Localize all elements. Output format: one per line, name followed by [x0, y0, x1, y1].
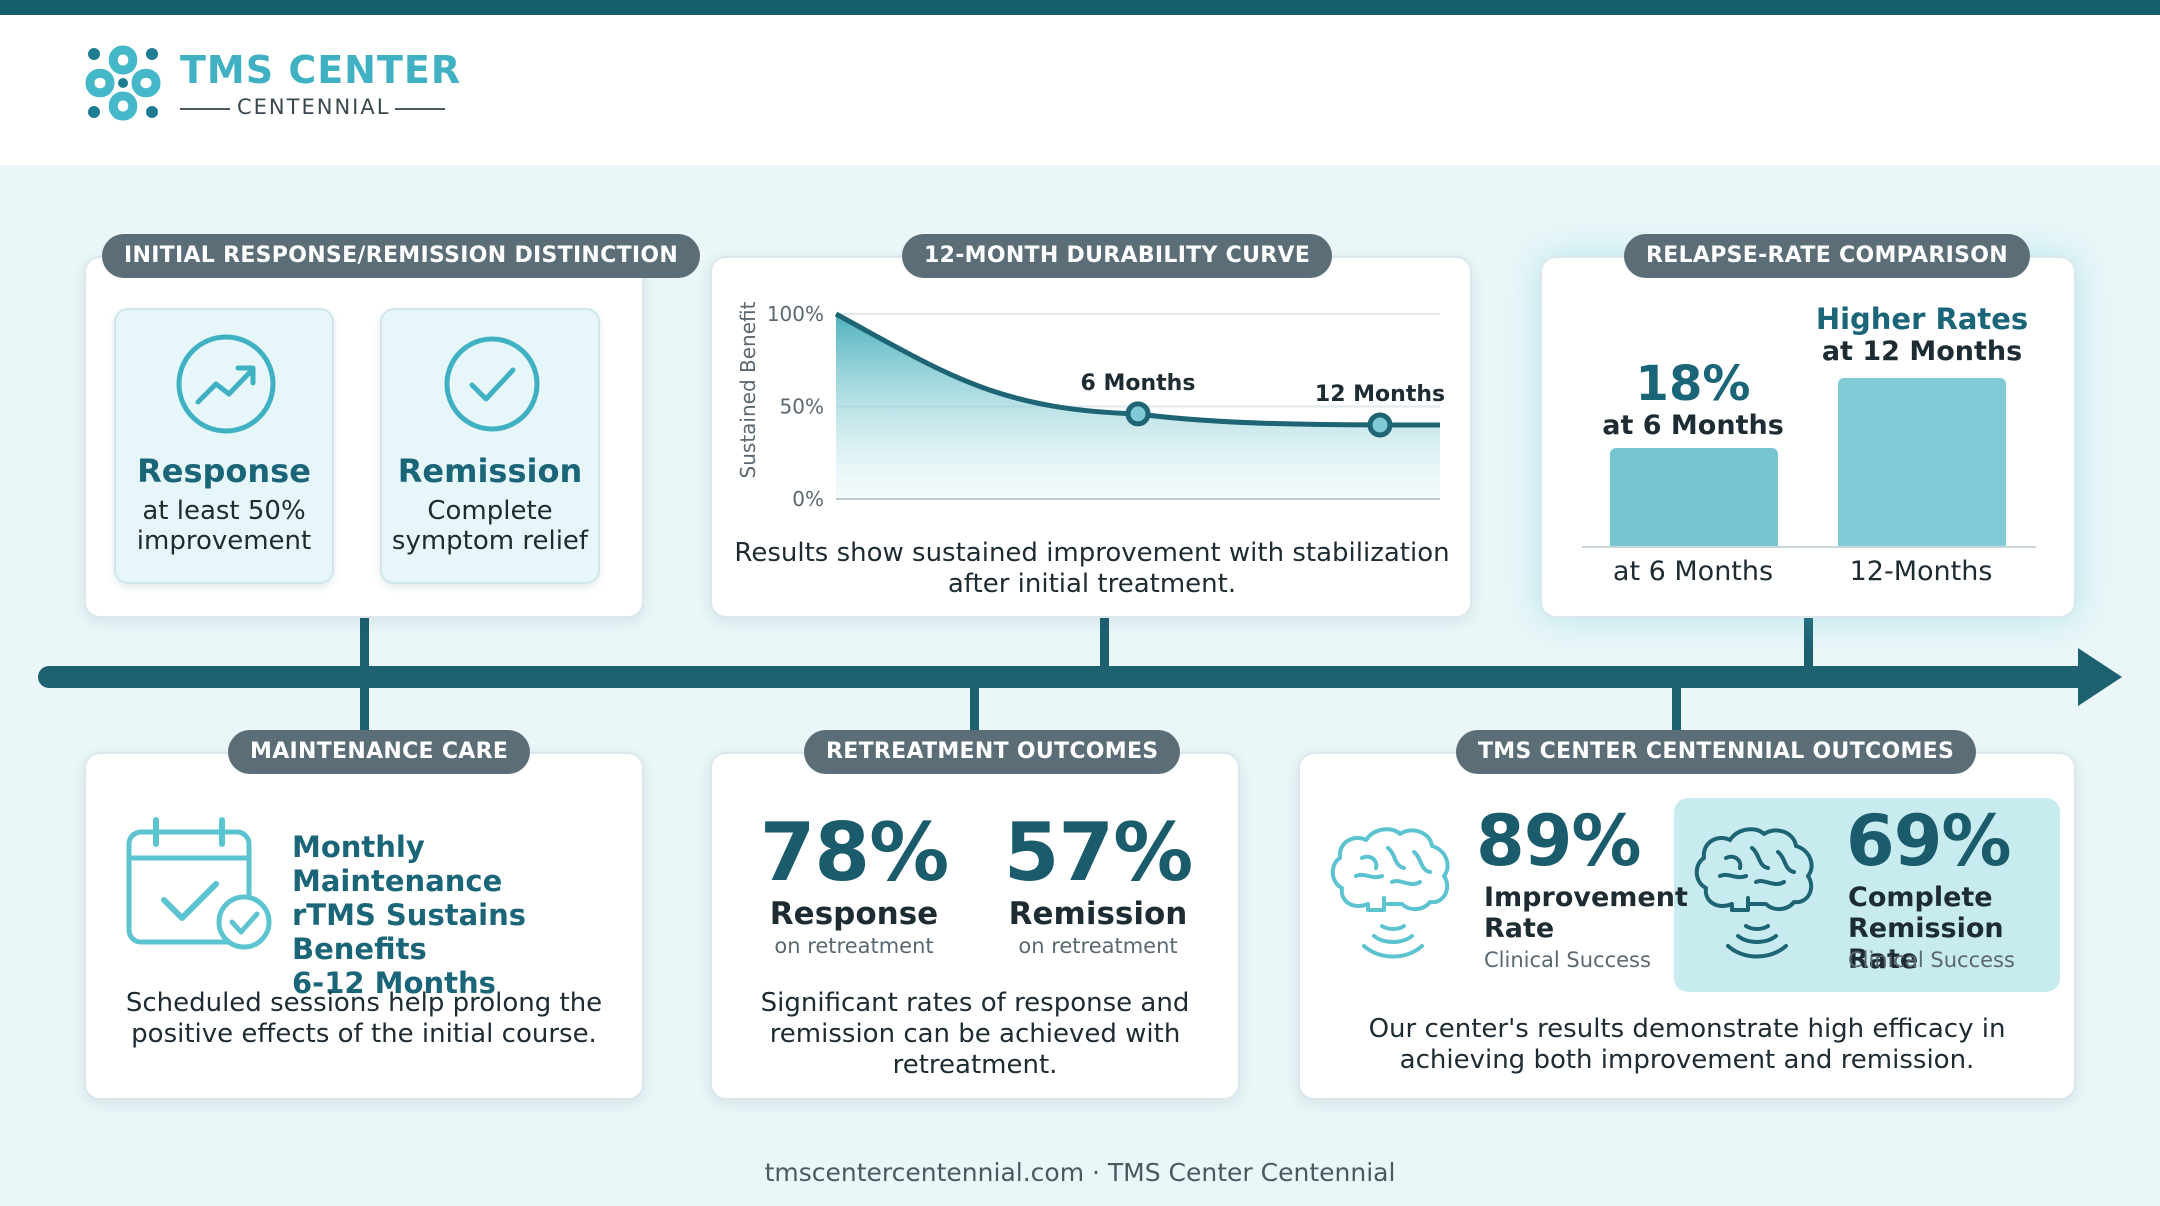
- outcomes-caption: Our center's results demonstrate high ef…: [1300, 1014, 2074, 1076]
- improvement-sub: Clinical Success: [1484, 948, 1651, 972]
- retreatment-caption-line3: retreatment.: [712, 1050, 1238, 1081]
- durability-caption-line1: Results show sustained improvement with …: [712, 538, 1472, 569]
- durability-caption-line2: after initial treatment.: [712, 569, 1472, 600]
- maintenance-line1: Monthly Maintenance: [292, 830, 632, 898]
- brand-subtitle: CENTENNIAL: [237, 95, 390, 119]
- maintenance-headline: Monthly Maintenance rTMS Sustains Benefi…: [292, 830, 632, 1000]
- retreatment-caption: Significant rates of response and remiss…: [712, 988, 1238, 1081]
- logo-mark-icon: [80, 40, 166, 126]
- data-point-label: 12 Months: [1315, 382, 1445, 407]
- timeline-arrow-icon: [2078, 648, 2122, 706]
- relapse-right-value: Higher Rates: [1790, 302, 2054, 336]
- y-axis-label: Sustained Benefit: [736, 301, 760, 478]
- data-point: [1370, 415, 1390, 435]
- relapse-right-label: at 12 Months: [1790, 336, 2054, 367]
- retreatment-response-label: Response: [736, 896, 972, 932]
- brand-title: TMS CENTER: [180, 48, 461, 92]
- timeline-bar: [38, 666, 2088, 688]
- data-point-label: 6 Months: [1081, 371, 1196, 396]
- relapse-left-value: 18%: [1580, 356, 1806, 412]
- y-tick-label: 100%: [767, 302, 824, 326]
- durability-chart: Sustained Benefit 100% 50% 0% 6 Months 12 M…: [730, 290, 1450, 520]
- remission-desc: Complete symptom relief: [382, 496, 598, 556]
- check-circle-icon: [440, 332, 544, 436]
- relapse-pill: RELAPSE-RATE COMPARISON: [1624, 234, 2030, 278]
- retreatment-remission-label: Remission: [980, 896, 1216, 932]
- y-tick-label: 0%: [792, 487, 824, 511]
- top-accent-bar: [0, 0, 2160, 15]
- divider: [395, 108, 445, 110]
- outcomes-caption-line2: achieving both improvement and remission…: [1300, 1045, 2074, 1076]
- retreatment-remission-value: 57%: [980, 806, 1216, 899]
- response-desc-line2: improvement: [116, 526, 332, 556]
- improvement-label-line1: Improvement: [1484, 882, 1684, 913]
- response-desc-line1: at least 50%: [116, 496, 332, 526]
- relapse-axis-line: [1582, 546, 2036, 548]
- brand-subtitle-wrap: CENTENNIAL: [180, 95, 520, 121]
- remission-desc-line1: Complete: [382, 496, 598, 526]
- retreatment-caption-line1: Significant rates of response and: [712, 988, 1238, 1019]
- relapse-left-label: at 6 Months: [1580, 410, 1806, 441]
- remission-rate-value: 69%: [1846, 800, 2016, 882]
- retreatment-response-sub: on retreatment: [736, 934, 972, 958]
- initial-distinction-pill: INITIAL RESPONSE/REMISSION DISTINCTION: [102, 234, 700, 278]
- retreatment-caption-line2: remission can be achieved with: [712, 1019, 1238, 1050]
- relapse-axis-left: at 6 Months: [1580, 556, 1806, 587]
- retreatment-response-value: 78%: [736, 806, 972, 899]
- response-title: Response: [116, 452, 332, 490]
- maintenance-pill: MAINTENANCE CARE: [228, 730, 530, 774]
- remission-box: Remission Complete symptom relief: [380, 308, 600, 584]
- divider: [180, 108, 230, 110]
- maintenance-line2: rTMS Sustains Benefits: [292, 898, 632, 966]
- durability-caption: Results show sustained improvement with …: [712, 538, 1472, 600]
- brand-logo[interactable]: TMS CENTER CENTENNIAL: [80, 40, 500, 130]
- improvement-label: Improvement Rate: [1484, 882, 1684, 944]
- response-box: Response at least 50% improvement: [114, 308, 334, 584]
- outcomes-caption-line1: Our center's results demonstrate high ef…: [1300, 1014, 2074, 1045]
- maintenance-caption: Scheduled sessions help prolong the posi…: [86, 988, 642, 1050]
- response-desc: at least 50% improvement: [116, 496, 332, 556]
- footer-text[interactable]: tmscentercentennial.com · TMS Center Cen…: [0, 1158, 2160, 1187]
- remission-rate-sub: Clinical Success: [1848, 948, 2015, 972]
- maintenance-caption-line1: Scheduled sessions help prolong the: [86, 988, 642, 1019]
- retreatment-pill: RETREATMENT OUTCOMES: [804, 730, 1180, 774]
- data-point: [1128, 404, 1148, 424]
- brain-signal-icon: [1326, 818, 1466, 968]
- maintenance-caption-line2: positive effects of the initial course.: [86, 1019, 642, 1050]
- remission-title: Remission: [382, 452, 598, 490]
- retreatment-remission-sub: on retreatment: [980, 934, 1216, 958]
- remission-rate-label-line1: Complete: [1848, 882, 2058, 913]
- relapse-bar-12-months: [1838, 378, 2006, 546]
- outcomes-pill: TMS CENTER CENTENNIAL OUTCOMES: [1456, 730, 1976, 774]
- calendar-check-icon: [124, 814, 274, 954]
- y-tick-label: 50%: [780, 395, 824, 419]
- improvement-label-line2: Rate: [1484, 913, 1684, 944]
- relapse-axis-right: 12-Months: [1808, 556, 2034, 587]
- improvement-value: 89%: [1476, 800, 1646, 882]
- brain-signal-icon: [1690, 818, 1830, 968]
- trend-up-icon: [174, 332, 278, 436]
- relapse-bar-6-months: [1610, 448, 1778, 546]
- durability-pill: 12-MONTH DURABILITY CURVE: [902, 234, 1332, 278]
- remission-desc-line2: symptom relief: [382, 526, 598, 556]
